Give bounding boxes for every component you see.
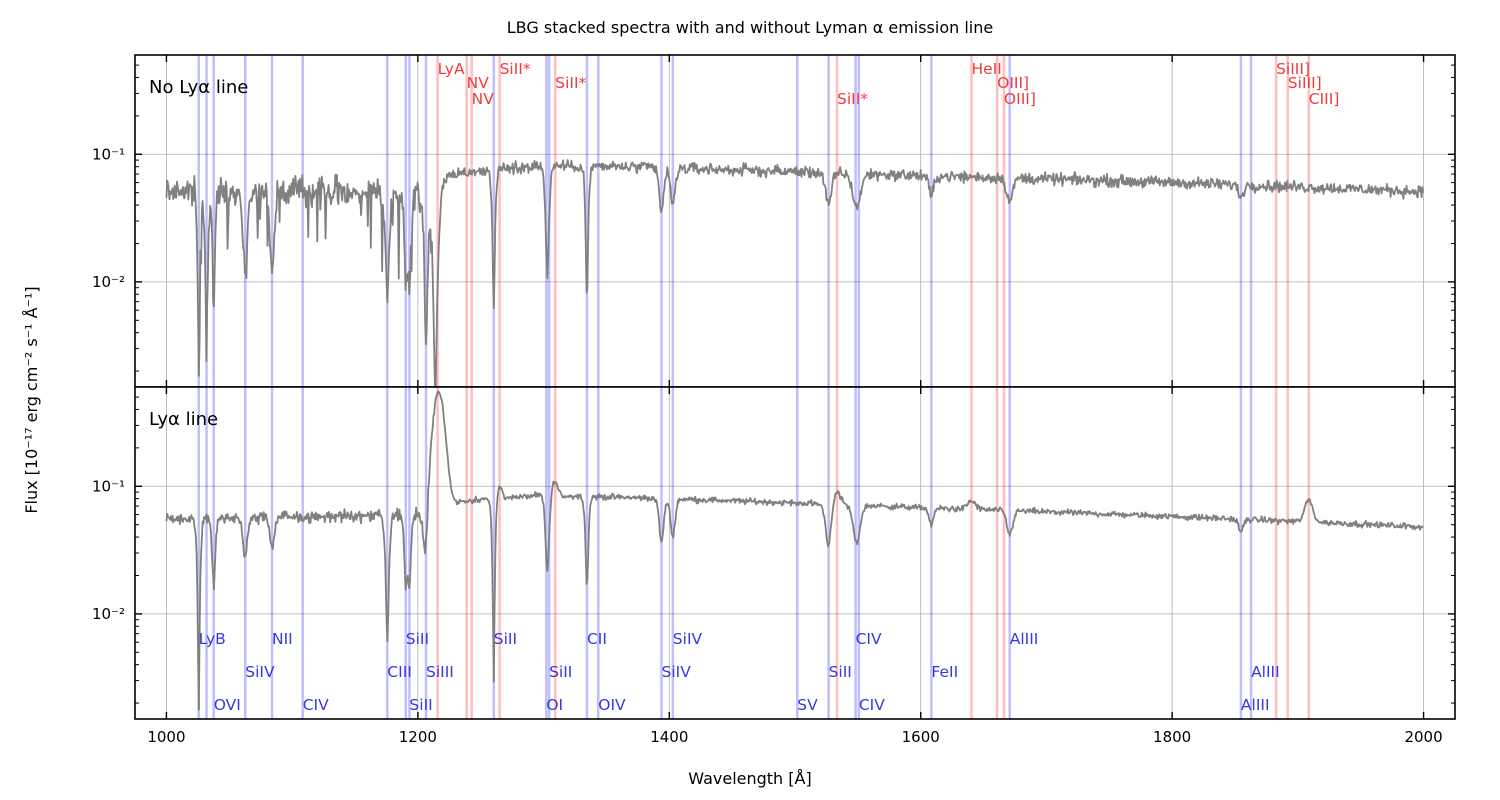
panel-bottom-line-markers — [197, 387, 1311, 719]
x-tick-label: 1800 — [1153, 728, 1191, 746]
y-axis-label: Flux [10⁻¹⁷ erg cm⁻² s⁻¹ Å⁻¹] — [22, 286, 41, 513]
absorption-label: SiII — [494, 630, 517, 648]
absorption-label: SiII — [829, 663, 852, 681]
x-tick-label: 1600 — [902, 728, 940, 746]
absorption-label: OIV — [598, 696, 626, 714]
absorption-label: AlIII — [1241, 696, 1270, 714]
panel-top: LyANVNVSiII*SiII*SiII*HeIIOIII]OIII]SiII… — [92, 54, 1456, 388]
emission-label: SiII* — [837, 90, 868, 108]
spectrum-line-lya — [165, 390, 1424, 711]
absorption-label: SiII — [549, 663, 572, 681]
absorption-label: SiIV — [245, 663, 275, 681]
emission-label: SiIII] — [1288, 74, 1322, 92]
absorption-label: SV — [797, 696, 818, 714]
emission-label: OIII] — [1004, 90, 1036, 108]
x-tick-label: 1400 — [650, 728, 688, 746]
panel-top-label: No Lyα line — [149, 77, 248, 98]
y-tick-label: 10⁻² — [92, 273, 125, 291]
emission-line-labels: LyANVNVSiII*SiII*SiII*HeIIOIII]OIII]SiII… — [438, 60, 1340, 108]
x-axis-label: Wavelength [Å] — [688, 769, 811, 788]
emission-label: OIII] — [997, 74, 1029, 92]
absorption-label: CIV — [303, 696, 329, 714]
panel-bottom-spectrum — [165, 390, 1424, 711]
emission-label: HeII — [972, 60, 1002, 78]
x-tick-labels: 1000 1200 1400 1600 1800 2000 — [147, 728, 1442, 746]
absorption-label: AlIII — [1251, 663, 1280, 681]
panel-bottom-frame — [134, 386, 1456, 720]
emission-label: SiII* — [500, 60, 531, 78]
absorption-label: CIII — [387, 663, 412, 681]
absorption-label: CIV — [856, 630, 882, 648]
emission-label: NV — [467, 74, 490, 92]
panel-top-line-markers — [197, 55, 1311, 387]
x-tick-label: 1000 — [147, 728, 185, 746]
panel-top-spectrum — [165, 159, 1424, 388]
panel-bottom-label: Lyα line — [149, 409, 218, 430]
emission-label: CIII] — [1309, 90, 1340, 108]
panel-bottom-background — [135, 387, 1455, 719]
x-tick-label: 1200 — [399, 728, 437, 746]
absorption-label: SiIII — [426, 663, 454, 681]
panel-bottom: LyBOVISiIVNIICIVCIIISiIISiIISiIIISiIIOIS… — [92, 386, 1456, 720]
panel-top-grid — [135, 55, 1455, 387]
absorption-line-labels: LyBOVISiIVNIICIVCIIISiIISiIISiIIISiIIOIS… — [199, 630, 1280, 714]
absorption-label: SiII — [409, 696, 432, 714]
emission-label: SiIII] — [1276, 60, 1310, 78]
absorption-label: CII — [587, 630, 607, 648]
x-tick-label: 2000 — [1404, 728, 1442, 746]
spectrum-line-no-lya — [165, 159, 1424, 388]
absorption-label: OVI — [214, 696, 241, 714]
absorption-label: OI — [546, 696, 563, 714]
emission-label: LyA — [438, 60, 465, 78]
absorption-label: LyB — [199, 630, 226, 648]
y-tick-label: 10⁻² — [92, 605, 125, 623]
absorption-label: NII — [272, 630, 293, 648]
y-tick-label: 10⁻¹ — [92, 477, 125, 495]
absorption-label: AlIII — [1010, 630, 1039, 648]
panel-bottom-grid — [135, 387, 1455, 719]
absorption-label: SiII — [406, 630, 429, 648]
absorption-label: FeII — [931, 663, 958, 681]
absorption-label: SiIV — [673, 630, 703, 648]
chart-title: LBG stacked spectra with and without Lym… — [507, 18, 993, 37]
emission-label: NV — [472, 90, 495, 108]
y-tick-label: 10⁻¹ — [92, 145, 125, 163]
panel-top-background — [135, 55, 1455, 387]
absorption-label: CIV — [859, 696, 885, 714]
absorption-label: SiIV — [661, 663, 691, 681]
emission-label: SiII* — [555, 74, 586, 92]
